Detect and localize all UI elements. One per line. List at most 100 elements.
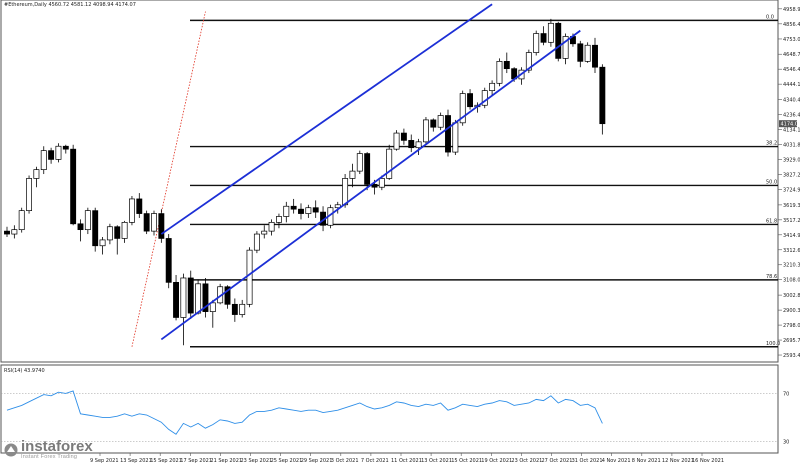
candle-up (11, 229, 18, 235)
rsi-panel (0, 364, 779, 454)
candle-up (525, 52, 532, 71)
candle-up (121, 221, 128, 239)
date-tick-label: 13 Oct 2021 (421, 458, 452, 464)
instaforex-logo-icon (4, 443, 18, 457)
candle-up (342, 178, 349, 206)
rsi-chart-layer (1, 390, 778, 442)
price-tick-label: 3827.20 (783, 172, 800, 178)
candle-up (84, 210, 91, 231)
fibonacci-level-label: 100.0 (766, 341, 780, 347)
price-tick-label: 4134.10 (783, 128, 800, 134)
price-tick-label: 3619.30 (783, 203, 800, 209)
date-tick-label: 21 Sep 2021 (210, 458, 242, 464)
candle-down (364, 153, 371, 185)
candle-up (33, 169, 40, 179)
price-tick-label: 4340.40 (783, 97, 800, 103)
date-tick-label: 17 Sep 2021 (180, 458, 212, 464)
price-tick-label: 2593.40 (783, 353, 800, 359)
price-tick-label: 3002.80 (783, 293, 800, 299)
candle-down (445, 115, 451, 153)
price-tick-label: 3724.90 (783, 187, 800, 193)
price-tick-label: 4546.40 (783, 67, 800, 73)
price-tick-label: 4856.40 (783, 22, 800, 28)
date-tick-label: 11 Oct 2021 (391, 458, 422, 464)
candle-down (231, 303, 238, 315)
date-tick-label: 15 Sep 2021 (150, 458, 182, 464)
candle-up (459, 93, 466, 124)
price-tick-label: 3517.20 (783, 218, 800, 224)
candle-up (437, 115, 444, 128)
candle-down (408, 140, 415, 149)
candle-up (151, 213, 157, 232)
price-tick-label: 3929.00 (783, 158, 800, 164)
axis-layer: 4958.90 4856.40 4753.00 4648.70 4546.40 4444.… (90, 7, 800, 464)
candle-up (533, 33, 540, 53)
candle-down (224, 286, 231, 305)
candle-up (55, 145, 62, 160)
candle-down (136, 198, 143, 214)
candle-down (143, 213, 150, 232)
candle-up (415, 141, 422, 149)
price-tick-label: 4753.00 (783, 37, 800, 43)
candle-up (26, 178, 33, 211)
candle-down (114, 226, 121, 239)
channel-upper-line (160, 3, 493, 235)
candle-down (62, 145, 69, 150)
fibonacci-level-label: 38.2 (766, 141, 777, 147)
candle-up (349, 170, 356, 179)
candle-down (430, 119, 437, 128)
candle-down (173, 282, 179, 318)
candle-up (423, 119, 429, 143)
candle-down (467, 93, 474, 108)
date-tick-label: 13 Sep 2021 (120, 458, 152, 464)
date-tick-label: 8 Nov 2021 (632, 458, 661, 464)
date-tick-label: 27 Oct 2021 (542, 458, 573, 464)
channel-lower-line (160, 29, 581, 341)
price-chart-layer: 0.0 38.2 50.0 61.8 78.6 100.0 (4, 3, 780, 348)
price-tick-label: 4648.70 (783, 52, 800, 58)
candle-up (261, 230, 268, 235)
candle-up (356, 153, 363, 172)
brand-tagline: Instant Forex Trading (21, 454, 78, 460)
candle-down (555, 22, 562, 59)
candle-down (371, 183, 378, 188)
candle-down (4, 230, 10, 235)
instaforex-logo: instaforex Instant Forex Trading (4, 439, 93, 460)
price-tick-label: 4031.80 (783, 143, 800, 149)
date-tick-label: 9 Sep 2021 (90, 458, 119, 464)
date-tick-label: 4 Nov 2021 (602, 458, 631, 464)
candle-up (18, 210, 25, 231)
candle-up (489, 82, 496, 91)
candle-down (400, 132, 407, 141)
candle-down (77, 223, 84, 231)
candle-up (452, 122, 459, 153)
price-tick-label: 3210.30 (783, 263, 800, 269)
candle-down (298, 208, 304, 214)
candle-up (40, 150, 47, 171)
price-tick-label: 3108.00 (783, 278, 800, 284)
rsi-line (6, 390, 603, 435)
rsi-level-label: 70 (783, 391, 789, 397)
candle-down (158, 213, 165, 239)
date-tick-label: 25 Sep 2021 (271, 458, 303, 464)
candle-up (106, 226, 113, 241)
date-tick-label: 31 Oct 2021 (572, 458, 603, 464)
fibonacci-level-label: 50.0 (766, 179, 777, 185)
candle-up (209, 302, 216, 312)
candle-up (283, 205, 290, 217)
candle-down (92, 210, 99, 247)
candle-down (312, 207, 319, 213)
candle-down (187, 277, 194, 314)
price-tick-label: 4444.10 (783, 82, 800, 88)
date-tick-label: 23 Oct 2021 (511, 458, 542, 464)
fibonacci-level-label: 0.0 (766, 14, 774, 20)
candle-up (547, 22, 554, 43)
candle-up (481, 90, 488, 106)
candle-up (393, 132, 400, 150)
candle-up (239, 303, 246, 315)
candle-up (584, 44, 591, 62)
price-tick-label: 2695.70 (783, 338, 800, 344)
price-tick-label: 4236.40 (783, 113, 800, 119)
candle-down (70, 148, 77, 225)
price-tick-label: 3414.90 (783, 233, 800, 239)
